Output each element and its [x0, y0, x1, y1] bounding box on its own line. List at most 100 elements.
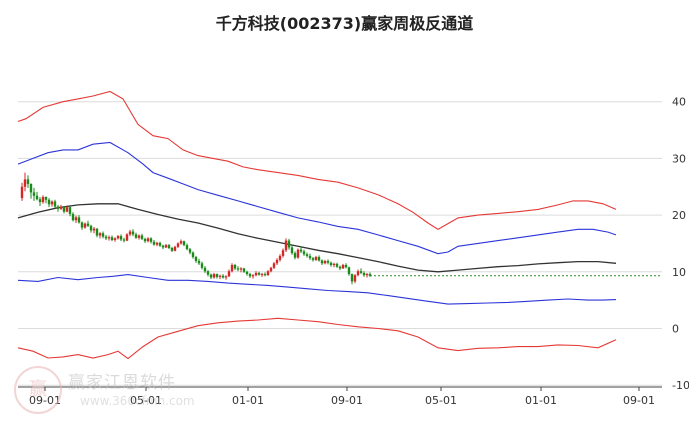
candle — [77, 215, 81, 224]
candle — [320, 259, 324, 265]
candle-body — [272, 263, 276, 268]
candle-body — [155, 242, 159, 245]
candle — [23, 172, 27, 192]
candle — [53, 199, 57, 209]
candle — [293, 251, 297, 260]
candle — [44, 196, 48, 204]
candle-body — [98, 233, 102, 236]
candle — [353, 274, 357, 284]
candle — [50, 200, 54, 207]
candle-body — [62, 206, 66, 212]
candle-body — [26, 179, 30, 184]
candle — [86, 220, 90, 228]
candle-body — [233, 264, 237, 269]
candle — [92, 227, 96, 234]
candle — [311, 257, 315, 262]
y-tick-label: 40 — [672, 96, 686, 109]
watermark-url: www.360cfmn.com — [80, 394, 195, 408]
candle — [362, 271, 366, 277]
candle-body — [293, 253, 297, 258]
candle — [107, 235, 111, 241]
candle — [194, 255, 198, 263]
candle-body — [161, 245, 165, 248]
candle — [104, 234, 108, 241]
candle-body — [230, 264, 234, 272]
candle — [182, 240, 186, 247]
candle-body — [227, 271, 231, 277]
candle — [134, 232, 138, 239]
candle-body — [20, 186, 24, 199]
candle-body — [119, 236, 123, 240]
candle-body — [194, 257, 198, 262]
candle-body — [326, 261, 330, 263]
candle-body — [50, 201, 54, 205]
candle — [71, 212, 75, 222]
candle-body — [305, 254, 309, 256]
candle — [116, 234, 120, 240]
candle-body — [200, 263, 204, 268]
candle — [281, 248, 285, 258]
candle — [161, 244, 165, 250]
candle-body — [338, 266, 342, 269]
candle-body — [158, 242, 162, 246]
candle-body — [182, 241, 186, 246]
candle — [170, 246, 174, 252]
candle — [206, 270, 210, 277]
candle — [32, 187, 36, 201]
candle — [308, 253, 312, 260]
candle — [338, 265, 342, 271]
candle-body — [116, 236, 120, 239]
candle-body — [89, 225, 93, 231]
candle — [236, 266, 240, 272]
candle-body — [365, 274, 369, 276]
candle-body — [104, 236, 108, 239]
candle-body — [317, 257, 321, 261]
candle-body — [140, 235, 144, 239]
candle-body — [65, 207, 69, 212]
candle-body — [299, 249, 303, 252]
candle-body — [335, 263, 339, 267]
candle-body — [221, 275, 225, 278]
candle-body — [341, 264, 345, 269]
candle-body — [329, 262, 333, 265]
candle-body — [296, 249, 300, 258]
candle — [200, 261, 204, 270]
candle-body — [191, 252, 195, 258]
candle-body — [125, 234, 129, 241]
candle-body — [173, 246, 177, 251]
candle-body — [206, 271, 210, 275]
candle-body — [71, 213, 75, 221]
candle-body — [347, 267, 351, 275]
candle-body — [284, 240, 288, 251]
candle — [299, 246, 303, 254]
candle — [155, 241, 159, 247]
candle-body — [56, 206, 60, 209]
candle — [119, 234, 123, 242]
x-tick-label: 09-01 — [623, 394, 655, 407]
candle — [335, 262, 339, 268]
candle — [122, 237, 126, 243]
y-tick-label: -10 — [672, 379, 689, 392]
candle-body — [167, 245, 171, 248]
candle — [314, 255, 318, 262]
candle — [191, 251, 195, 259]
candle — [38, 196, 42, 207]
candle-body — [77, 217, 81, 223]
candle-body — [41, 196, 45, 203]
candle-body — [29, 183, 33, 193]
candle-body — [197, 261, 201, 264]
x-tick-label: 05-01 — [130, 394, 162, 407]
candle-body — [266, 271, 270, 276]
candle-body — [275, 259, 279, 264]
candle-body — [308, 255, 312, 259]
candle — [35, 191, 39, 201]
candle-body — [59, 206, 63, 209]
series-line-middle — [17, 203, 617, 273]
candle-body — [251, 275, 255, 277]
y-tick-label: 10 — [672, 266, 686, 279]
candle-body — [92, 228, 96, 231]
candle — [305, 252, 309, 258]
candle-body — [209, 274, 213, 278]
candle — [266, 270, 270, 276]
candle-body — [290, 247, 294, 254]
